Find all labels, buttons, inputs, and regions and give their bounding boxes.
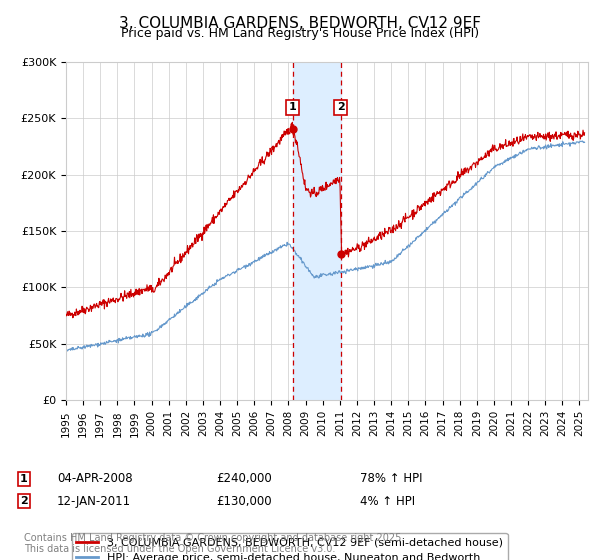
Text: 12-JAN-2011: 12-JAN-2011 xyxy=(57,494,131,508)
Text: 1: 1 xyxy=(289,102,296,113)
Text: 78% ↑ HPI: 78% ↑ HPI xyxy=(360,472,422,486)
Text: 1: 1 xyxy=(20,474,28,484)
Text: 2: 2 xyxy=(337,102,344,113)
Text: 3, COLUMBIA GARDENS, BEDWORTH, CV12 9EF: 3, COLUMBIA GARDENS, BEDWORTH, CV12 9EF xyxy=(119,16,481,31)
Bar xyxy=(293,62,341,400)
Text: 2: 2 xyxy=(20,496,28,506)
Text: Contains HM Land Registry data © Crown copyright and database right 2025.
This d: Contains HM Land Registry data © Crown c… xyxy=(24,533,404,554)
Legend: 3, COLUMBIA GARDENS, BEDWORTH, CV12 9EF (semi-detached house), HPI: Average pric: 3, COLUMBIA GARDENS, BEDWORTH, CV12 9EF … xyxy=(71,533,508,560)
Text: 4% ↑ HPI: 4% ↑ HPI xyxy=(360,494,415,508)
Text: 04-APR-2008: 04-APR-2008 xyxy=(57,472,133,486)
Text: £240,000: £240,000 xyxy=(216,472,272,486)
Text: Price paid vs. HM Land Registry's House Price Index (HPI): Price paid vs. HM Land Registry's House … xyxy=(121,27,479,40)
Text: £130,000: £130,000 xyxy=(216,494,272,508)
